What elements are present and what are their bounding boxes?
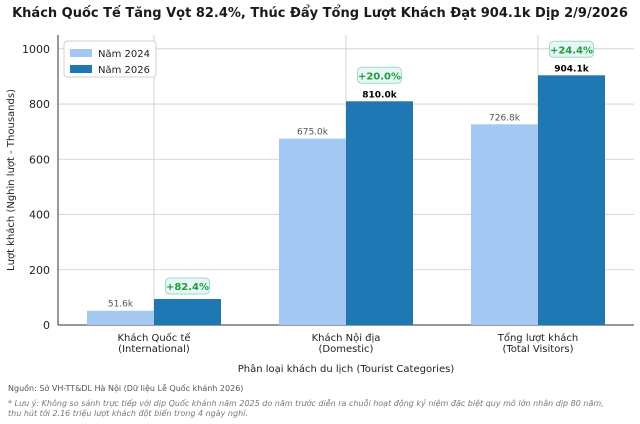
growth-label: +24.4%	[550, 45, 593, 56]
bar-2026	[346, 101, 413, 326]
bar-value-label: 904.1k	[554, 64, 589, 74]
bar-value-label: 726.8k	[489, 113, 521, 123]
bar-2024	[279, 138, 346, 325]
legend-swatch	[70, 65, 92, 73]
bar-value-label: 675.0k	[297, 128, 329, 138]
legend-swatch	[70, 49, 92, 57]
bar-2024	[471, 124, 538, 325]
y-tick-label: 0	[43, 319, 50, 332]
y-axis-title: Lượt khách (Nghìn lượt - Thousands)	[5, 89, 17, 271]
legend-label: Năm 2026	[98, 65, 150, 76]
legend-label: Năm 2024	[98, 49, 150, 60]
footnote-line-1: * Lưu ý: Không so sánh trực tiếp với dịp…	[8, 399, 604, 408]
bar-chart: 0 200 400 600 800 1000 51.6k +82.4% Khách Quốc t…	[5, 35, 634, 375]
footnote: * Lưu ý: Không so sánh trực tiếp với dịp…	[8, 399, 628, 419]
y-tick-label: 400	[29, 209, 50, 222]
x-tick-label: (Total Visitors)	[502, 344, 573, 355]
growth-badge	[549, 40, 594, 58]
y-tick-label: 1000	[22, 43, 50, 56]
x-tick-label: (Domestic)	[319, 344, 374, 355]
y-tick-label: 200	[29, 264, 50, 277]
bar-2026	[154, 299, 221, 325]
growth-badge	[165, 277, 210, 295]
x-tick-label: Khách Nội địa	[312, 332, 381, 344]
y-tick-label: 800	[29, 98, 50, 111]
x-axis-title: Phân loại khách du lịch (Tourist Categor…	[238, 363, 455, 375]
x-tick-label: Tổng lượt khách	[497, 331, 579, 344]
y-tick-label: 600	[29, 153, 50, 166]
x-tick-label: Khách Quốc tế	[117, 332, 191, 344]
bar-value-label: 51.6k	[108, 300, 134, 310]
bar-2026	[538, 75, 605, 325]
growth-label: +20.0%	[358, 71, 401, 82]
source-note: Nguồn: Sở VH-TT&DL Hà Nội (Dữ liệu Lễ Qu…	[8, 384, 244, 393]
bar-2024	[87, 310, 154, 325]
x-tick-label: (International)	[118, 344, 190, 355]
growth-badge	[357, 66, 402, 84]
chart-title: Khách Quốc Tế Tăng Vọt 82.4%, Thúc Đẩy T…	[12, 6, 628, 21]
growth-label: +82.4%	[166, 282, 209, 293]
bar-value-label: 810.0k	[362, 90, 397, 100]
footnote-line-2: thu hút tới 2.16 triệu lượt khách đột bi…	[8, 409, 248, 418]
